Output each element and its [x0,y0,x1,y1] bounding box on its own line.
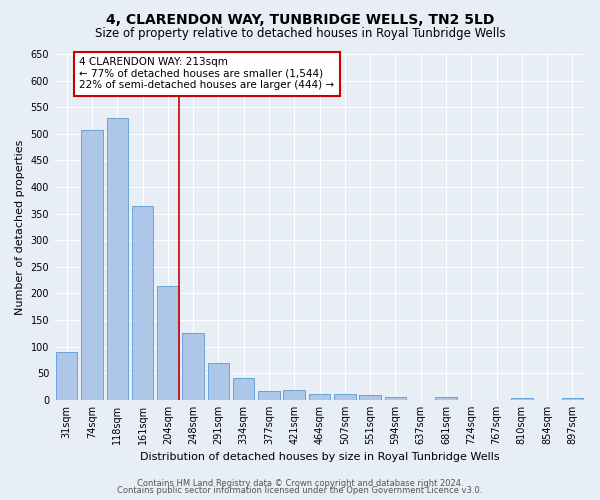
Bar [385,398,406,400]
Bar [258,392,280,400]
Text: 4, CLARENDON WAY, TUNBRIDGE WELLS, TN2 5LD: 4, CLARENDON WAY, TUNBRIDGE WELLS, TN2 5… [106,12,494,26]
Bar [435,398,457,400]
Y-axis label: Number of detached properties: Number of detached properties [15,140,25,314]
Bar [157,286,179,400]
Bar [182,333,204,400]
Bar [283,390,305,400]
X-axis label: Distribution of detached houses by size in Royal Tunbridge Wells: Distribution of detached houses by size … [140,452,499,462]
Bar [107,118,128,400]
Text: Contains public sector information licensed under the Open Government Licence v3: Contains public sector information licen… [118,486,482,495]
Bar [56,352,77,400]
Bar [359,395,381,400]
Bar [132,206,153,400]
Text: Contains HM Land Registry data © Crown copyright and database right 2024.: Contains HM Land Registry data © Crown c… [137,478,463,488]
Bar [334,394,356,400]
Bar [309,394,330,400]
Text: Size of property relative to detached houses in Royal Tunbridge Wells: Size of property relative to detached ho… [95,28,505,40]
Bar [233,378,254,400]
Bar [208,362,229,400]
Text: 4 CLARENDON WAY: 213sqm
← 77% of detached houses are smaller (1,544)
22% of semi: 4 CLARENDON WAY: 213sqm ← 77% of detache… [79,57,334,90]
Bar [562,398,583,400]
Bar [511,398,533,400]
Bar [81,130,103,400]
